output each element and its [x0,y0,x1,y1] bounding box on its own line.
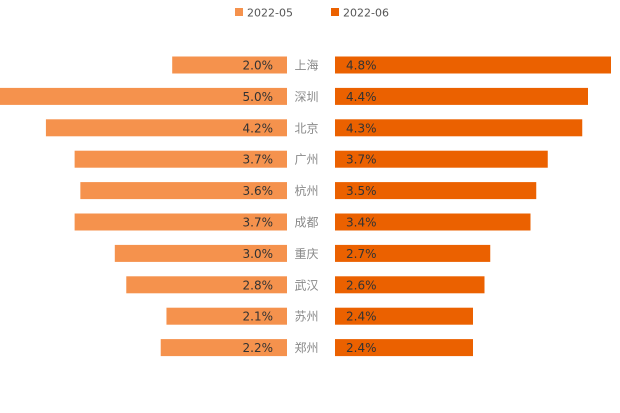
value-label-2022-06-7: 2.6% [346,278,377,292]
legend-label-2022-06: 2022-06 [343,7,389,20]
value-label-2022-05-7: 2.8% [243,278,274,292]
category-label-9: 郑州 [294,340,318,355]
bar-2022-05-0 [172,56,287,74]
bar-2022-05-1 [0,87,287,105]
category-label-1: 深圳 [294,90,318,104]
value-label-2022-05-2: 4.2% [243,121,274,135]
bar-2022-06-8 [335,307,473,325]
value-label-2022-06-9: 2.4% [346,341,377,355]
bar-2022-05-3 [74,150,288,168]
bar-2022-05-4 [80,182,287,200]
value-label-2022-06-5: 3.4% [346,216,377,230]
value-label-2022-06-0: 4.8% [346,59,377,73]
value-label-2022-05-0: 2.0% [243,59,274,73]
legend-label-2022-05: 2022-05 [247,7,293,20]
category-label-7: 武汉 [294,278,318,292]
bar-2022-06-3 [335,150,548,168]
bar-2022-06-5 [335,213,531,231]
bar-2022-05-5 [74,213,288,231]
category-label-4: 杭州 [294,183,318,198]
value-label-2022-05-5: 3.7% [243,216,274,230]
value-label-2022-05-4: 3.6% [243,184,274,198]
value-label-2022-06-6: 2.7% [346,247,377,261]
value-labels: 2.0% 4.8% 5.0% 4.4% 4.2% 4.3% 3.7% 3.7% 3.6% 3.5%… [243,59,377,356]
bar-2022-05-2 [45,119,287,137]
bar-2022-06-7 [335,276,485,294]
bar-2022-06-1 [335,87,588,105]
value-label-2022-05-6: 3.0% [243,247,274,261]
category-label-8: 苏州 [294,310,318,324]
value-label-2022-06-8: 2.4% [346,310,377,324]
bar-2022-05-7 [126,276,287,294]
bar-2022-06-4 [335,182,537,200]
category-label-2: 北京 [294,121,318,135]
category-label-5: 成都 [294,216,318,230]
value-label-2022-06-4: 3.5% [346,184,377,198]
value-label-2022-06-2: 4.3% [346,121,377,135]
bar-2022-06-0 [335,56,611,74]
series-2022-06-bars [335,56,611,357]
series-2022-05-bars [0,56,288,357]
value-label-2022-05-9: 2.2% [243,341,274,355]
legend-swatch-2022-05 [235,8,243,16]
bar-2022-05-6 [114,244,287,262]
bar-2022-05-8 [166,307,287,325]
value-label-2022-05-3: 3.7% [243,153,274,167]
value-label-2022-05-1: 5.0% [243,90,274,104]
value-label-2022-06-1: 4.4% [346,90,377,104]
bar-2022-05-9 [160,339,287,357]
legend: 2022-05 2022-06 [235,7,389,20]
bar-2022-06-9 [335,339,473,357]
value-label-2022-05-8: 2.1% [243,310,274,324]
category-label-6: 重庆 [294,247,318,261]
bar-2022-06-2 [335,119,583,137]
value-label-2022-06-3: 3.7% [346,153,377,167]
bar-2022-06-6 [335,244,491,262]
legend-swatch-2022-06 [331,8,339,16]
category-label-0: 上海 [294,58,318,73]
category-label-3: 广州 [294,153,318,167]
